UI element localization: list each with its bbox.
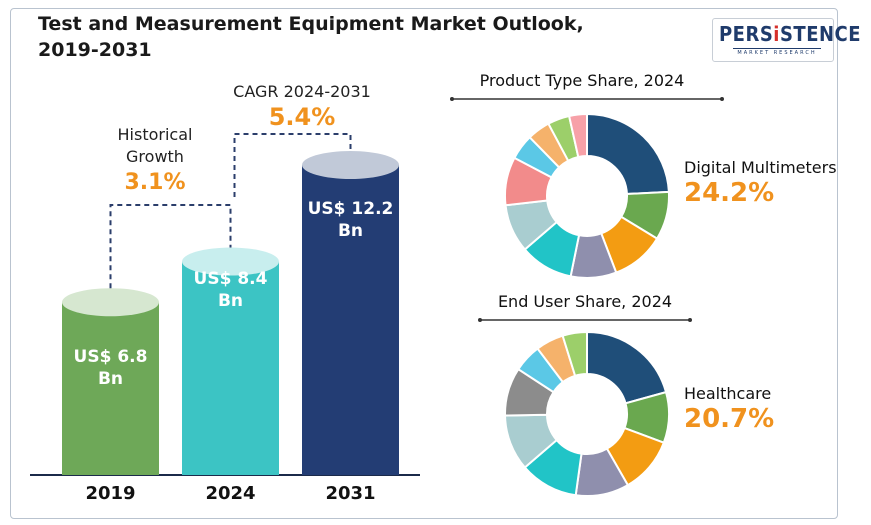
bar-value-label-2031: US$ 12.2 Bn bbox=[302, 198, 399, 242]
chart-title-line1: Test and Measurement Equipment Market Ou… bbox=[38, 13, 584, 35]
historical-growth-value: 3.1% bbox=[124, 170, 186, 195]
bar-2024-unit: Bn bbox=[217, 291, 244, 311]
bar-2019-amount: US$ 6.8 bbox=[73, 347, 148, 367]
bar-cap-2024 bbox=[182, 247, 279, 276]
persistence-logo: PERSiSTENCE MARKET RESEARCH bbox=[712, 18, 861, 62]
bar-cap-2031 bbox=[302, 151, 399, 179]
x-tick-2024: 2024 bbox=[205, 483, 256, 504]
chart-title: Test and Measurement Equipment Market Ou… bbox=[38, 11, 598, 63]
bar-2019-unit: Bn bbox=[97, 369, 124, 389]
chart-title-line2: 2019-2031 bbox=[38, 39, 152, 61]
end-user-title-rule-end-left bbox=[478, 318, 482, 322]
bar-2031-amount: US$ 12.2 bbox=[307, 199, 394, 219]
logo-wordmark: PERSiSTENCE bbox=[719, 22, 862, 46]
bar-2024 bbox=[182, 261, 279, 475]
bar-2031-unit: Bn bbox=[337, 221, 364, 241]
cagr-connector bbox=[233, 133, 352, 197]
product-type-donut-slice-10 bbox=[567, 112, 588, 159]
bar-2024-amount: US$ 8.4 bbox=[193, 269, 268, 289]
product-highlight-label: Digital Multimeters bbox=[684, 158, 837, 177]
x-tick-2031: 2031 bbox=[325, 483, 376, 504]
end-user-donut-slice-9 bbox=[561, 330, 588, 378]
product-type-donut-slice-0 bbox=[586, 112, 670, 196]
bar-cap-2019 bbox=[62, 288, 159, 317]
end-user-highlight-label: Healthcare bbox=[684, 384, 772, 403]
bar-value-label-2024: US$ 8.4 Bn bbox=[182, 268, 279, 312]
product-type-title-rule-end-right bbox=[720, 97, 724, 101]
historical-growth-label: Historical Growth bbox=[90, 124, 220, 168]
historical-label-line1: Historical bbox=[117, 125, 193, 144]
product-highlight-value: 24.2% bbox=[684, 178, 775, 208]
product-type-title-rule-end-left bbox=[450, 97, 454, 101]
bar-2031 bbox=[302, 165, 399, 475]
product-type-title: Product Type Share, 2024 bbox=[479, 71, 685, 90]
end-user-donut-slice-0 bbox=[586, 330, 668, 405]
logo-tagline: MARKET RESEARCH bbox=[733, 48, 821, 56]
x-tick-2019: 2019 bbox=[85, 483, 136, 504]
cagr-label: CAGR 2024-2031 bbox=[233, 82, 371, 101]
bar-value-label-2019: US$ 6.8 Bn bbox=[62, 346, 159, 390]
historical-label-line2: Growth bbox=[126, 147, 184, 166]
end-user-title: End User Share, 2024 bbox=[497, 292, 673, 311]
cagr-value: 5.4% bbox=[268, 103, 336, 131]
end-user-highlight-value: 20.7% bbox=[684, 404, 775, 434]
bar-2019 bbox=[62, 302, 159, 475]
end-user-title-rule-end-right bbox=[688, 318, 692, 322]
